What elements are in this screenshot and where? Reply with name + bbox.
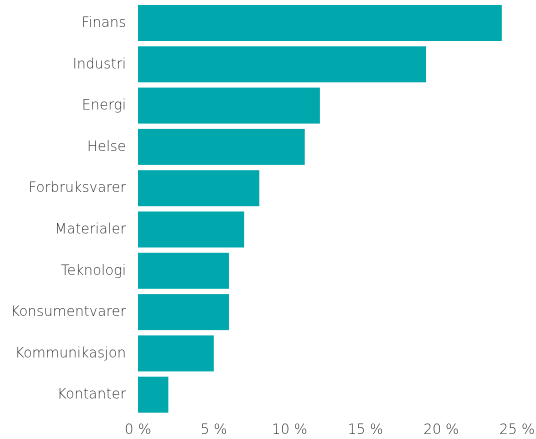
y-tick-label: Konsumentvarer xyxy=(11,304,127,320)
x-tick-label: 25 % xyxy=(499,422,535,438)
y-tick-label: Forbruksvarer xyxy=(29,180,127,196)
x-tick-label: 5 % xyxy=(200,422,227,438)
x-tick-label: 0 % xyxy=(125,422,152,438)
bar xyxy=(138,5,502,41)
y-tick-label: Kommunikasjon xyxy=(15,345,126,361)
bar xyxy=(138,335,214,372)
bar xyxy=(138,87,320,124)
y-tick-label: Teknologi xyxy=(61,263,126,279)
x-tick-label: 10 % xyxy=(272,422,308,438)
bar xyxy=(138,252,229,289)
x-tick-label: 15 % xyxy=(348,422,384,438)
bar xyxy=(138,211,245,248)
y-tick-label: Kontanter xyxy=(57,387,126,403)
y-tick-label: Finans xyxy=(81,15,126,31)
bar xyxy=(138,294,229,331)
bar xyxy=(138,170,260,207)
y-tick-label: Industri xyxy=(73,56,126,72)
x-tick-label: 20 % xyxy=(423,422,459,438)
bar xyxy=(138,376,169,413)
bar xyxy=(138,46,427,83)
y-tick-label: Materialer xyxy=(55,222,126,238)
y-tick-label: Energi xyxy=(82,98,126,114)
y-tick-label: Helse xyxy=(87,139,126,155)
bar xyxy=(138,128,305,165)
